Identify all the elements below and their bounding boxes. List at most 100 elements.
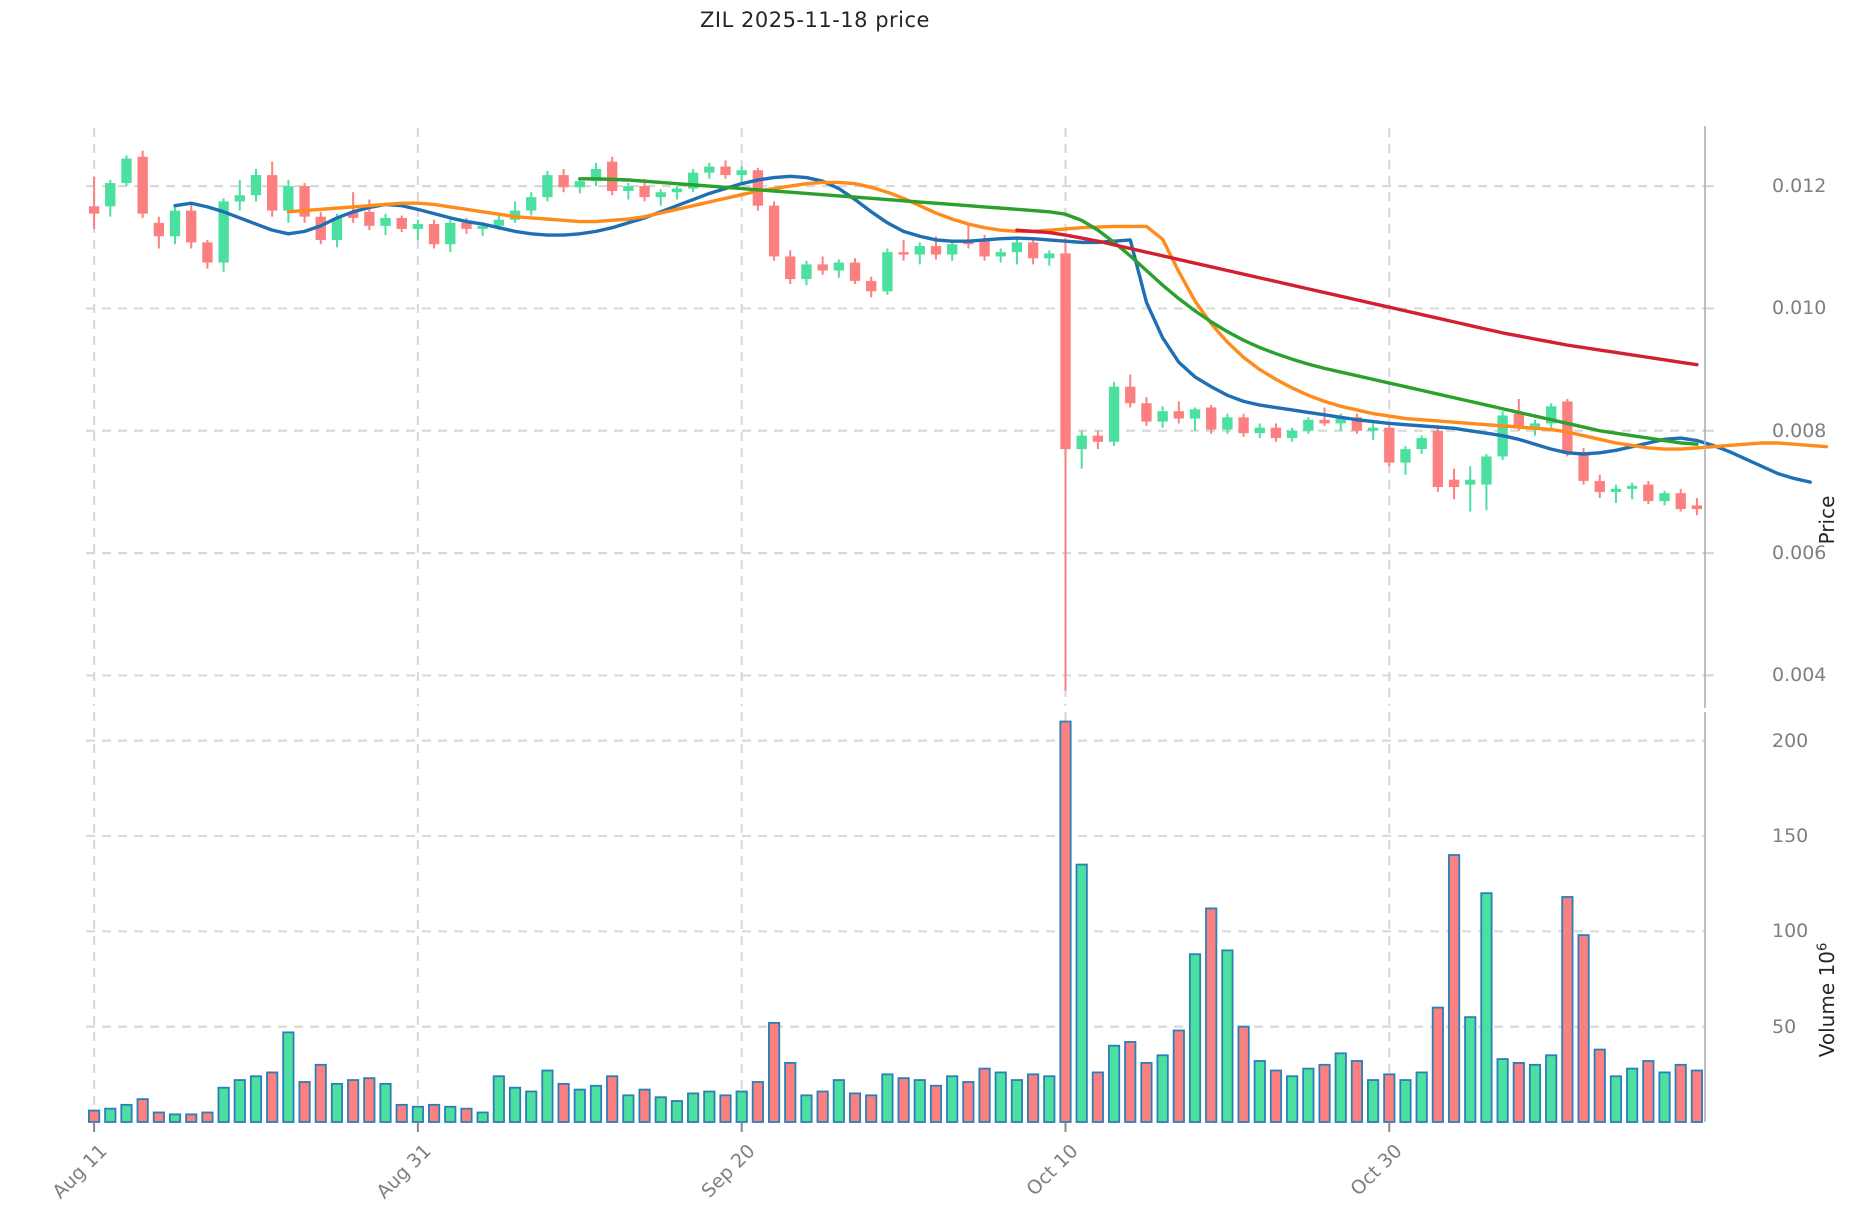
volume-bar [1512, 1061, 1525, 1123]
volume-bar [444, 1105, 457, 1123]
candle-body [785, 256, 796, 280]
candle-body [1125, 386, 1136, 404]
volume-bar [1674, 1063, 1687, 1123]
candle-body [946, 244, 958, 255]
candle-body [526, 197, 537, 211]
volume-tick-label: 200 [1772, 729, 1809, 752]
volume-bar [719, 1094, 732, 1123]
candle-body [218, 201, 229, 263]
candle-body [1335, 417, 1346, 424]
candle-body [590, 168, 602, 182]
volume-bar [913, 1079, 926, 1123]
candle-body [121, 158, 132, 184]
volume-bar [1075, 863, 1088, 1123]
candle-body [736, 170, 747, 176]
volume-bar [1334, 1052, 1347, 1123]
volume-bar [929, 1084, 943, 1123]
volume-bar [1383, 1073, 1396, 1123]
volume-bar [1447, 854, 1461, 1123]
volume-bar [185, 1113, 198, 1123]
candle-body [704, 166, 715, 173]
candle-body [768, 205, 780, 257]
volume-bar [881, 1073, 894, 1123]
price-tick-label: 0.006 [1772, 542, 1827, 565]
candle-body [1011, 242, 1023, 253]
volume-bar [573, 1088, 586, 1123]
price-tick-label: 0.008 [1772, 419, 1827, 442]
volume-bar [687, 1092, 700, 1123]
volume-bar [1124, 1041, 1137, 1123]
candle-body [995, 252, 1006, 257]
candle-body [1351, 417, 1363, 431]
volume-bar [1399, 1079, 1412, 1123]
volume-bar [120, 1103, 133, 1123]
candle-body [1189, 409, 1201, 419]
volume-bar [1043, 1075, 1056, 1123]
volume-bar [1593, 1048, 1606, 1123]
volume-bar [104, 1107, 117, 1123]
volume-bar [865, 1094, 878, 1123]
volume-bar [1156, 1054, 1169, 1123]
volume-bar [784, 1061, 797, 1123]
volume-bar [1237, 1025, 1250, 1123]
volume-bar [201, 1111, 214, 1123]
volume-bar [767, 1021, 781, 1123]
volume-bar [606, 1075, 619, 1123]
candle-body [687, 172, 699, 189]
candle-body [299, 186, 310, 217]
candle-body [671, 188, 683, 193]
candle-body [1254, 427, 1265, 434]
candle-body [1465, 479, 1476, 485]
candle-body [1270, 427, 1282, 439]
candle-body [1610, 488, 1622, 492]
candle-body [720, 166, 731, 176]
ma-line-ma_mid [286, 180, 1829, 451]
candle-body [930, 246, 942, 255]
candle-body [380, 217, 391, 226]
ma-line-ma_long [578, 177, 1699, 446]
volume-tick-label: 50 [1772, 1015, 1797, 1038]
volume-bar [379, 1082, 392, 1123]
volume-bar [622, 1094, 635, 1123]
candle-body [639, 186, 650, 198]
volume-bar [460, 1107, 473, 1123]
volume-bar [136, 1098, 149, 1123]
volume-bar [1690, 1069, 1703, 1123]
volume-bar [1464, 1016, 1477, 1123]
candle-body [1481, 456, 1492, 485]
candle-body [1400, 449, 1411, 463]
candle-body [623, 186, 634, 191]
volume-bar [1626, 1067, 1639, 1123]
volume-bar [525, 1090, 538, 1123]
candle-body [1222, 417, 1233, 430]
volume-axis-label-text: Volume [1815, 976, 1839, 1058]
volume-bar [266, 1071, 279, 1123]
candle-body [137, 156, 148, 214]
candle-body [801, 264, 812, 280]
volume-bar [1286, 1075, 1299, 1123]
volume-bar [1205, 907, 1218, 1123]
volume-tick-label: 100 [1772, 920, 1809, 943]
candle-body [1594, 480, 1605, 492]
volume-bar [654, 1096, 667, 1123]
volume-bar [1318, 1063, 1331, 1123]
candle-body [1416, 438, 1427, 450]
volume-bar [168, 1113, 182, 1123]
candle-body [1173, 411, 1185, 419]
candle-body [898, 252, 909, 255]
ma-line-ma_short [173, 174, 1812, 484]
volume-bar [298, 1081, 311, 1123]
candle-body [1060, 253, 1071, 450]
candle-body [105, 183, 116, 207]
volume-bar [589, 1084, 603, 1123]
volume-bar [994, 1071, 1007, 1123]
volume-bar [314, 1063, 327, 1123]
volume-axis-label: Volume 106 [1815, 943, 1839, 1057]
volume-bar [1172, 1029, 1185, 1123]
candle-body [1238, 417, 1249, 434]
volume-bar [233, 1079, 246, 1123]
volume-bar [1140, 1061, 1153, 1123]
candle-body [186, 210, 197, 243]
